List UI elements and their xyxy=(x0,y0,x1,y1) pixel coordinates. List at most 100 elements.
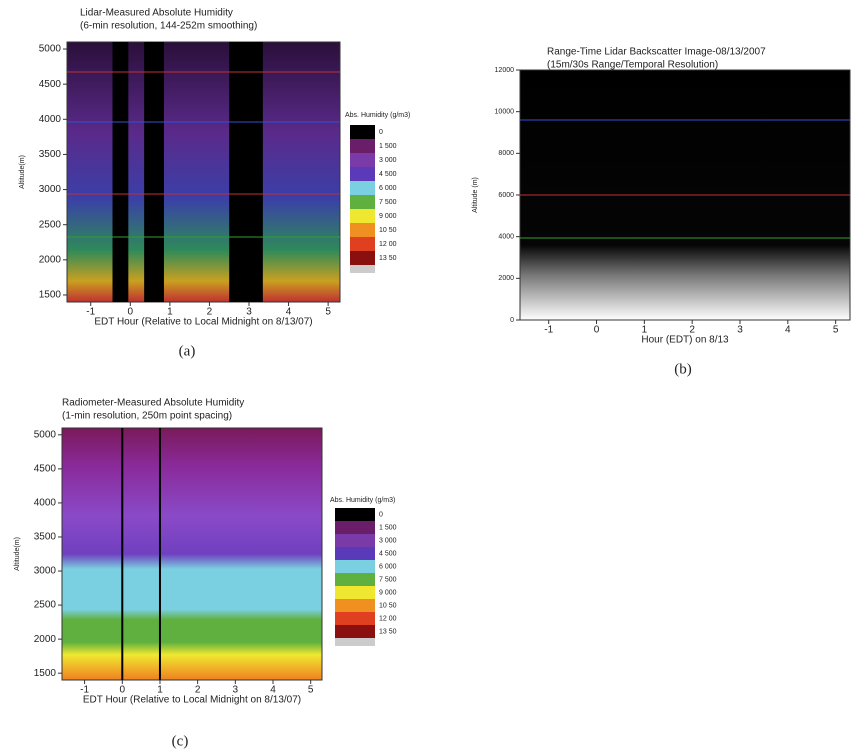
panel-title: Radiometer-Measured Absolute Humidity xyxy=(62,398,244,409)
y-tick-label: 3000 xyxy=(34,566,57,577)
colorbar-swatch xyxy=(335,612,375,625)
colorbar-swatch xyxy=(350,181,375,195)
y-tick-label: 2500 xyxy=(34,600,57,611)
x-tick-label: 0 xyxy=(594,325,600,336)
colorbar-swatch xyxy=(335,586,375,599)
x-tick-label: 5 xyxy=(325,307,331,318)
x-tick-label: 1 xyxy=(157,685,163,696)
colorbar-label: 0 xyxy=(379,129,383,136)
colorbar-label: 13 50 xyxy=(379,628,397,635)
panel-title: Lidar-Measured Absolute Humidity xyxy=(80,8,233,19)
x-tick-label: 4 xyxy=(270,685,276,696)
colorbar-swatch xyxy=(350,167,375,181)
data-gap xyxy=(144,42,164,302)
x-axis-label: Hour (EDT) on 8/13 xyxy=(641,335,729,346)
y-tick-label: 1500 xyxy=(39,290,62,301)
colorbar-swatch xyxy=(350,265,375,273)
colorbar-swatch xyxy=(335,638,375,646)
colorbar-swatch xyxy=(350,195,375,209)
data-gap xyxy=(229,42,263,302)
x-tick-label: 1 xyxy=(167,307,173,318)
y-tick-label: 1500 xyxy=(34,668,57,679)
x-tick-label: 4 xyxy=(785,325,791,336)
colorbar-label: 1 500 xyxy=(379,524,397,531)
x-tick-label: 0 xyxy=(128,307,134,318)
colorbar-label: 1 500 xyxy=(379,143,397,150)
colorbar-swatch xyxy=(335,508,375,521)
colorbar-swatch xyxy=(335,547,375,560)
y-tick-label: 2000 xyxy=(34,634,57,645)
colorbar-swatch xyxy=(350,237,375,251)
colorbar-label: 10 50 xyxy=(379,602,397,609)
colorbar-swatch xyxy=(350,139,375,153)
colorbar-swatch xyxy=(350,251,375,265)
x-tick-label: 3 xyxy=(737,325,743,336)
y-tick-label: 3000 xyxy=(39,184,62,195)
y-axis-label: Altitude (m) xyxy=(472,177,479,213)
y-tick-label: 4000 xyxy=(498,234,514,241)
caption: (a) xyxy=(179,343,196,359)
y-tick-label: 2000 xyxy=(39,254,62,265)
colorbar-swatch xyxy=(350,125,375,139)
x-axis-label: EDT Hour (Relative to Local Midnight on … xyxy=(94,317,312,328)
y-tick-label: 12000 xyxy=(495,67,515,74)
colorbar-swatch xyxy=(335,560,375,573)
panel-title: Range-Time Lidar Backscatter Image-08/13… xyxy=(547,47,766,58)
colorbar-label: 9 000 xyxy=(379,213,397,220)
colorbar-title: Abs. Humidity (g/m3) xyxy=(345,112,410,119)
x-tick-label: 3 xyxy=(233,685,239,696)
y-tick-label: 0 xyxy=(510,317,514,324)
colorbar-swatch xyxy=(335,573,375,586)
colorbar-swatch xyxy=(335,625,375,638)
x-tick-label: -1 xyxy=(544,325,553,336)
y-tick-label: 6000 xyxy=(498,192,514,199)
colorbar-swatch xyxy=(350,153,375,167)
colorbar-label: 6 000 xyxy=(379,185,397,192)
colorbar-label: 12 00 xyxy=(379,241,397,248)
y-tick-label: 4000 xyxy=(39,114,62,125)
caption: (c) xyxy=(172,733,189,749)
colorbar-label: 4 500 xyxy=(379,550,397,557)
x-tick-label: 2 xyxy=(207,307,213,318)
plot-image xyxy=(61,427,323,681)
colorbar-label: 6 000 xyxy=(379,563,397,570)
x-tick-label: 3 xyxy=(246,307,252,318)
x-tick-label: 2 xyxy=(689,325,695,336)
colorbar-swatch xyxy=(335,521,375,534)
y-tick-label: 10000 xyxy=(495,109,515,116)
x-tick-label: 4 xyxy=(286,307,292,318)
y-tick-label: 4500 xyxy=(39,79,62,90)
colorbar-label: 0 xyxy=(379,511,383,518)
colorbar-swatch xyxy=(350,223,375,237)
x-tick-label: -1 xyxy=(80,685,89,696)
colorbar-swatch xyxy=(350,209,375,223)
y-tick-label: 8000 xyxy=(498,150,514,157)
colorbar-label: 3 000 xyxy=(379,537,397,544)
panel-subtitle: (6-min resolution, 144-252m smoothing) xyxy=(80,21,257,32)
x-tick-label: 5 xyxy=(833,325,839,336)
colorbar-swatch xyxy=(335,534,375,547)
caption: (b) xyxy=(674,361,692,377)
colorbar-label: 4 500 xyxy=(379,171,397,178)
x-axis-label: EDT Hour (Relative to Local Midnight on … xyxy=(83,695,301,706)
y-tick-label: 5000 xyxy=(34,429,57,440)
colorbar-label: 9 000 xyxy=(379,589,397,596)
colorbar-swatch xyxy=(335,599,375,612)
y-tick-label: 4000 xyxy=(34,498,57,509)
x-tick-label: -1 xyxy=(86,307,95,318)
colorbar-label: 10 50 xyxy=(379,227,397,234)
y-axis-label: Altitude(m) xyxy=(14,537,21,571)
y-tick-label: 5000 xyxy=(39,44,62,55)
y-tick-label: 3500 xyxy=(34,532,57,543)
x-tick-label: 5 xyxy=(308,685,314,696)
x-tick-label: 1 xyxy=(642,325,648,336)
y-tick-label: 2000 xyxy=(498,275,514,282)
colorbar-label: 12 00 xyxy=(379,615,397,622)
colorbar-title: Abs. Humidity (g/m3) xyxy=(330,497,395,504)
x-tick-label: 2 xyxy=(195,685,201,696)
colorbar-label: 7 500 xyxy=(379,199,397,206)
y-axis-label: Altitude(m) xyxy=(19,155,26,189)
y-tick-label: 3500 xyxy=(39,149,62,160)
colorbar-label: 7 500 xyxy=(379,576,397,583)
